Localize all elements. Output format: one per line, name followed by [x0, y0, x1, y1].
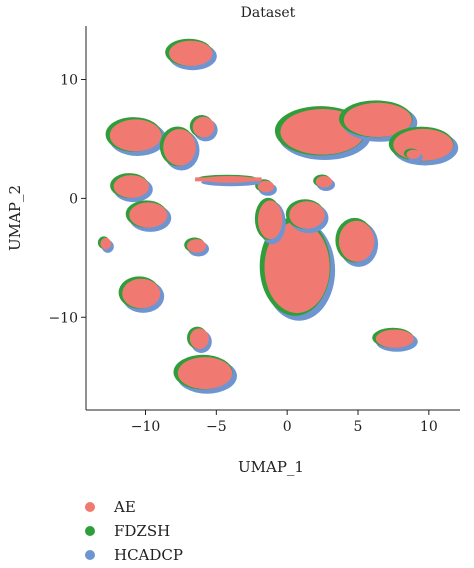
- cluster-16-ae-points: [289, 201, 325, 229]
- y-tick-label: −10: [48, 310, 78, 326]
- y-tick-label: 10: [60, 72, 78, 88]
- chart-title: Dataset: [241, 5, 296, 21]
- cluster-14-ae-points: [393, 128, 454, 161]
- legend-swatch-fdzsh: [85, 526, 95, 536]
- y-tick-label: 0: [69, 191, 78, 207]
- y-axis-title: UMAP_2: [6, 185, 24, 251]
- x-tick-label: −5: [206, 419, 227, 435]
- cluster-23-ae-points: [406, 149, 421, 159]
- cluster-9-ae-points: [122, 278, 161, 309]
- y-tick-group: −10 0 10: [48, 72, 86, 326]
- legend-label-ae: AE: [113, 498, 136, 516]
- cluster-22-ae-points: [375, 329, 414, 348]
- cluster-layer: [97, 38, 459, 394]
- legend-swatch-hcadcp: [85, 550, 95, 560]
- cluster-1-ae-points: [169, 40, 213, 66]
- cluster-11-ae-points: [177, 357, 233, 390]
- cluster-4-ae-points: [192, 116, 215, 138]
- cluster-17-ae-points: [258, 200, 283, 240]
- cluster-6-ae-points: [129, 202, 168, 228]
- cluster-7-ae-points: [187, 239, 206, 253]
- cluster-18-ae-points: [257, 180, 275, 193]
- x-tick-label: 5: [354, 419, 363, 435]
- cluster-8-ae-points: [100, 237, 112, 250]
- legend: AE FDZSH HCADCP: [85, 498, 183, 564]
- cluster-21-ae-points: [338, 220, 375, 262]
- cluster-3-ae-points: [163, 129, 196, 166]
- legend-label-hcadcp: HCADCP: [114, 546, 183, 564]
- x-tick-label: −10: [131, 419, 161, 435]
- cluster-13-ae-points: [343, 102, 412, 137]
- cluster-2-ae-points: [109, 119, 162, 152]
- x-tick-label: 0: [283, 419, 292, 435]
- cluster-20-ae-points: [315, 176, 333, 188]
- x-tick-group: −10 −5 0 5 10: [131, 410, 438, 435]
- cluster-10-ae-points: [189, 328, 209, 350]
- cluster-15-ae-points: [264, 221, 330, 313]
- x-axis-title: UMAP_1: [238, 458, 304, 476]
- legend-label-fdzsh: FDZSH: [114, 522, 170, 540]
- legend-swatch-ae: [85, 502, 95, 512]
- cluster-5-ae-points: [113, 175, 149, 198]
- x-tick-label: 10: [420, 419, 438, 435]
